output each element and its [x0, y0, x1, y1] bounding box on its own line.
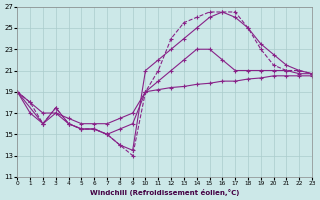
X-axis label: Windchill (Refroidissement éolien,°C): Windchill (Refroidissement éolien,°C)	[90, 189, 239, 196]
